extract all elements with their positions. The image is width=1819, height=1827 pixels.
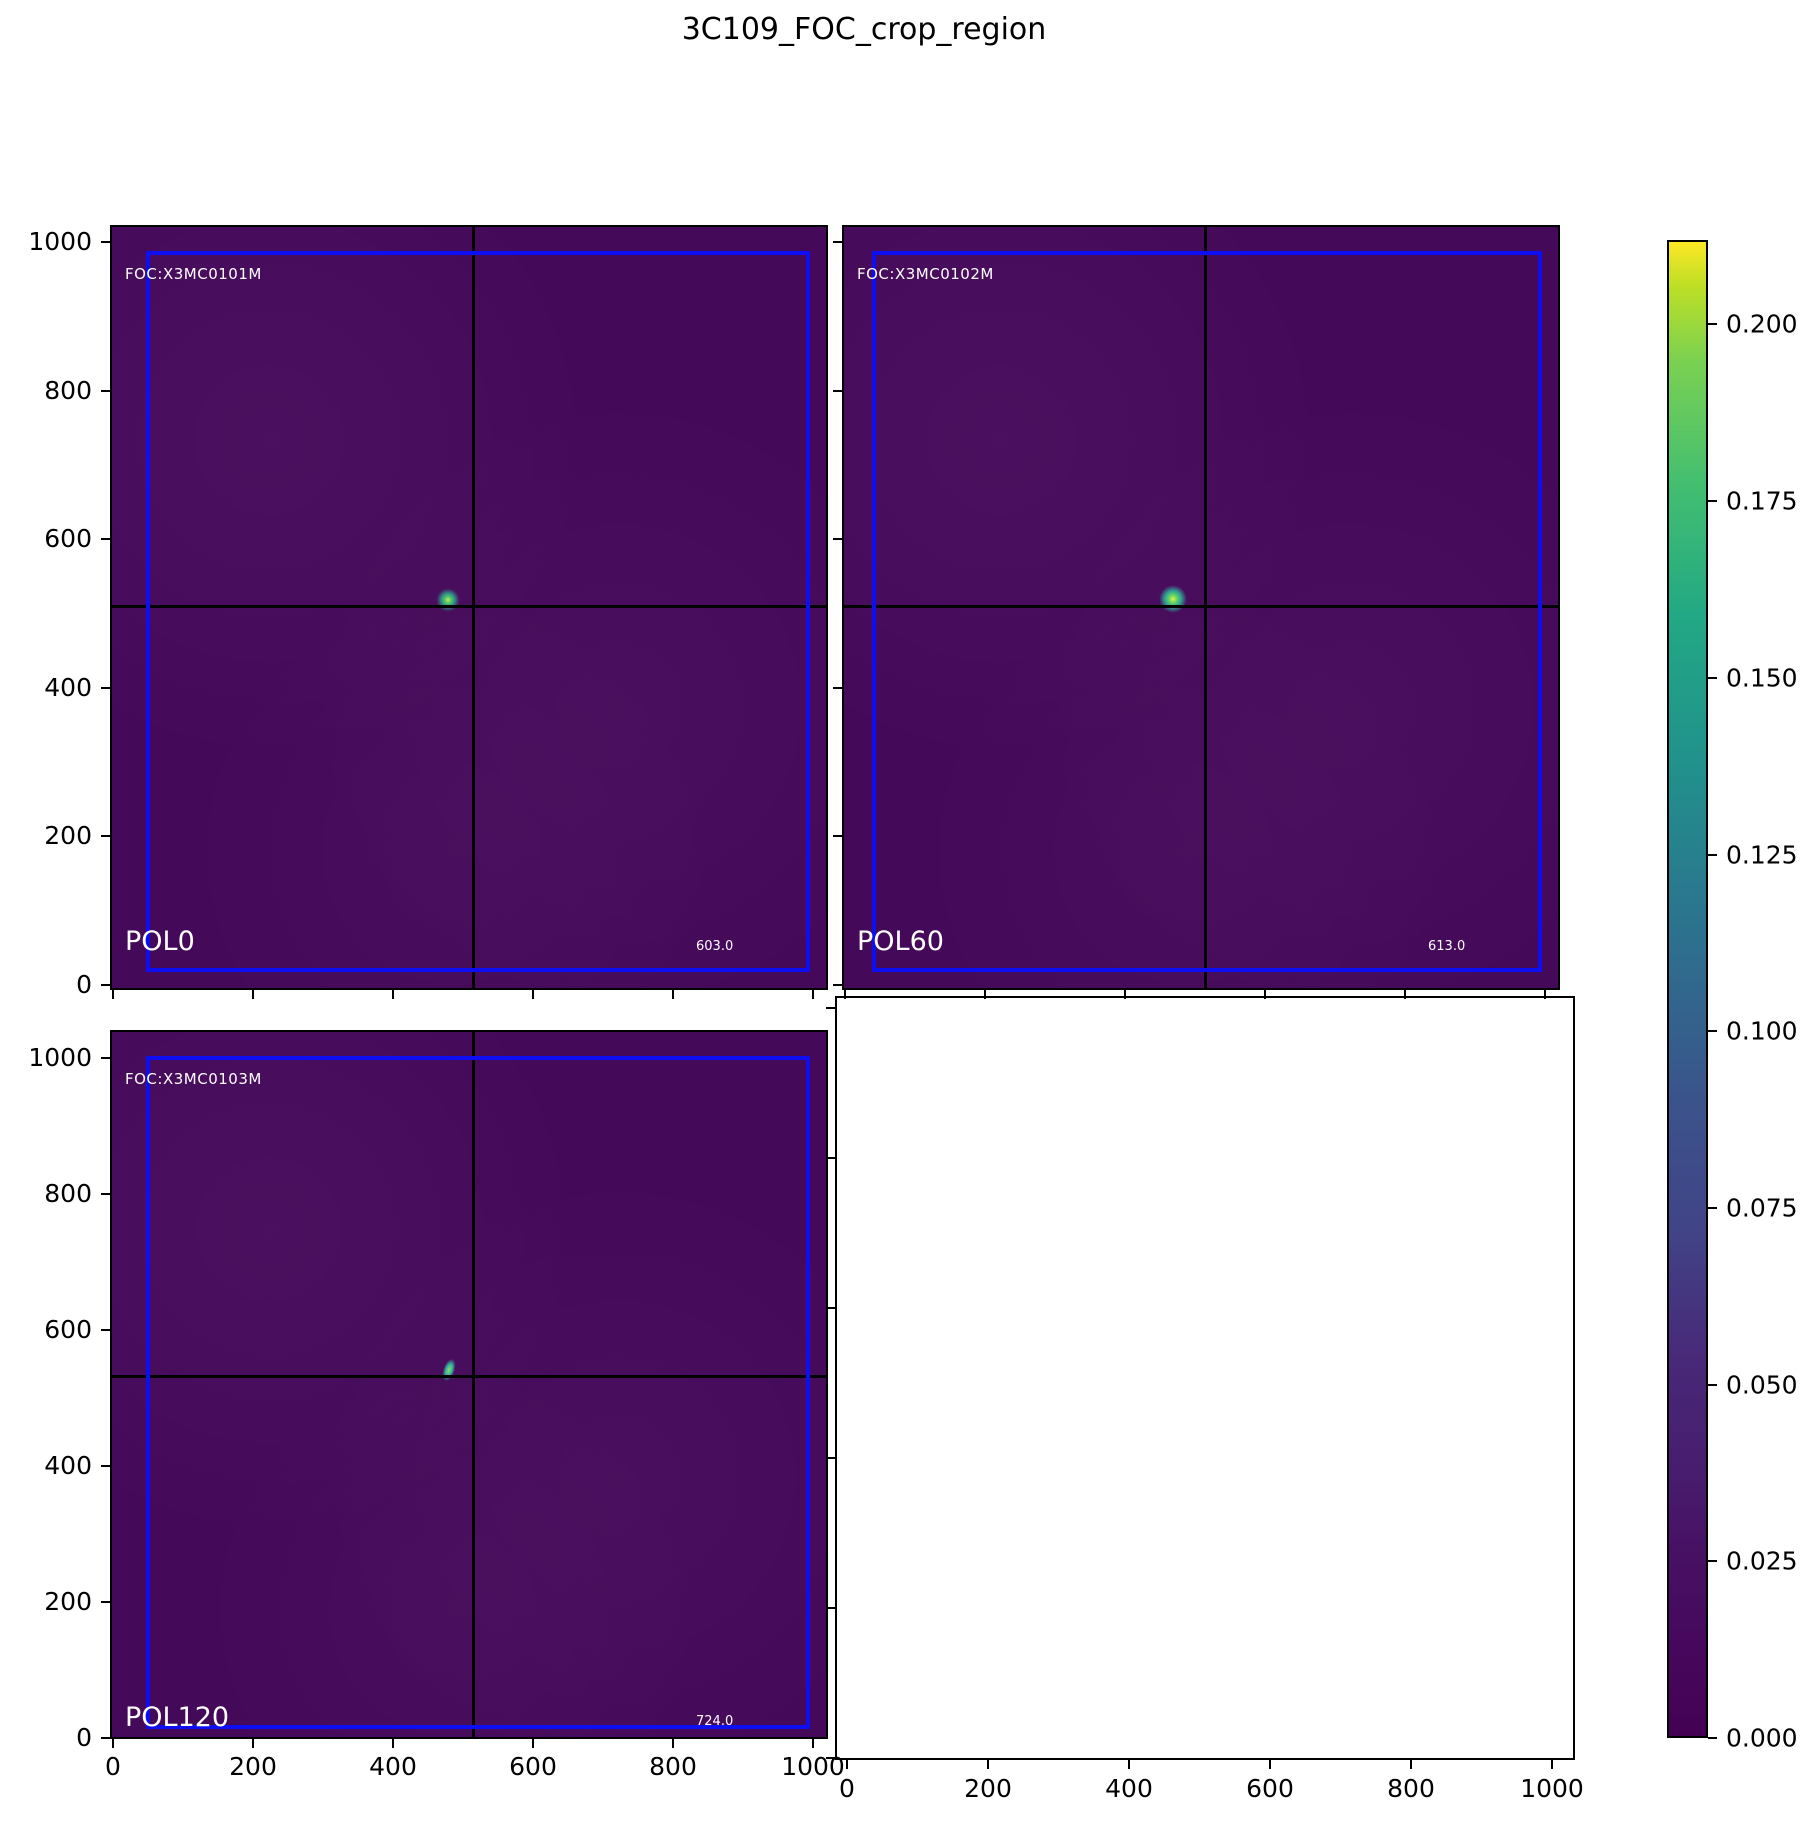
colorbar-tick-label: 0.125 — [1726, 840, 1798, 870]
crosshair-horizontal — [112, 1375, 826, 1378]
pol-angle-label: POL120 — [125, 1702, 230, 1733]
x-tick-label: 200 — [229, 1752, 277, 1781]
pol-angle-label: POL0 — [125, 926, 195, 957]
foc-id-label: FOC:X3MC0101M — [125, 265, 262, 283]
x-tick-label: 400 — [1105, 1774, 1153, 1803]
x-tick-label: 800 — [1387, 1774, 1435, 1803]
x-tick-label: 400 — [369, 1752, 417, 1781]
pol-angle-label: POL60 — [857, 926, 944, 957]
center-value-label: 724.0 — [696, 1714, 734, 1729]
crosshair-vertical — [472, 1032, 475, 1737]
crosshair-horizontal — [844, 605, 1558, 608]
colorbar-tick-label: 0.150 — [1726, 663, 1798, 693]
y-tick-label: 0 — [76, 969, 92, 999]
y-tick-label: 800 — [44, 1178, 92, 1208]
crop-region-box — [146, 251, 810, 972]
x-tick-label: 0 — [105, 1752, 121, 1781]
x-tick-label: 600 — [1246, 1774, 1294, 1803]
colorbar-tick-label: 0.075 — [1726, 1193, 1798, 1223]
x-tick-label: 1000 — [1520, 1774, 1584, 1803]
y-tick-label: 800 — [44, 375, 92, 405]
crop-region-box — [872, 251, 1542, 972]
point-source — [1159, 585, 1187, 613]
y-tick-label: 200 — [44, 820, 92, 850]
crop-region-box — [146, 1056, 810, 1729]
figure-title: 3C109_FOC_crop_region — [681, 12, 1047, 47]
panel-empty — [835, 996, 1575, 1760]
colorbar-tick-label: 0.000 — [1726, 1723, 1798, 1753]
foc-id-label: FOC:X3MC0103M — [125, 1070, 262, 1088]
x-tick-label: 200 — [964, 1774, 1012, 1803]
center-value-label: 613.0 — [1428, 939, 1466, 954]
y-tick-label: 400 — [44, 672, 92, 702]
y-tick-label: 400 — [44, 1450, 92, 1480]
crosshair-horizontal — [112, 605, 826, 608]
y-tick-label: 600 — [44, 1314, 92, 1344]
colorbar-tick-label: 0.200 — [1726, 309, 1798, 339]
y-tick-label: 1000 — [28, 1042, 92, 1072]
y-tick-label: 0 — [76, 1722, 92, 1752]
panel-pol120: FOC:X3MC0103M POL120 724.0 — [110, 1030, 828, 1739]
colorbar-tick-label: 0.100 — [1726, 1016, 1798, 1046]
foc-id-label: FOC:X3MC0102M — [857, 265, 994, 283]
colorbar-tick-label: 0.025 — [1726, 1546, 1798, 1576]
colorbar-tick-label: 0.050 — [1726, 1370, 1798, 1400]
y-tick-label: 600 — [44, 523, 92, 553]
x-tick-label: 0 — [839, 1774, 855, 1803]
x-tick-label: 1000 — [781, 1752, 845, 1781]
colorbar-tick-label: 0.175 — [1726, 486, 1798, 516]
y-tick-label: 1000 — [28, 226, 92, 256]
panel-pol0: FOC:X3MC0101M POL0 603.0 — [110, 225, 828, 990]
point-source — [436, 588, 460, 612]
x-tick-label: 800 — [649, 1752, 697, 1781]
colorbar — [1667, 240, 1708, 1738]
x-tick-label: 600 — [509, 1752, 557, 1781]
center-value-label: 603.0 — [696, 939, 734, 954]
panel-pol60: FOC:X3MC0102M POL60 613.0 — [842, 225, 1560, 990]
y-tick-label: 200 — [44, 1586, 92, 1616]
